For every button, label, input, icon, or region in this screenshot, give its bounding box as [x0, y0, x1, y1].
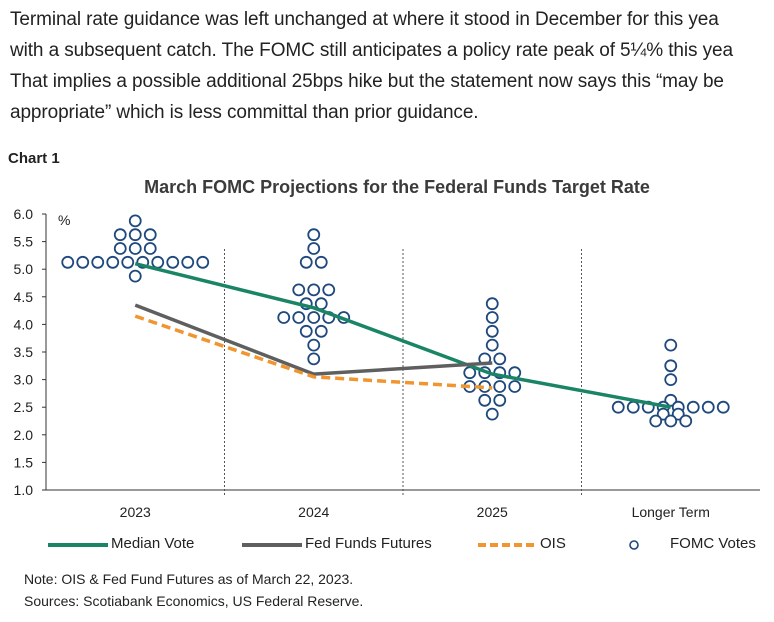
- fomc-vote-dot: [493, 380, 507, 393]
- fomc-vote-dot: [143, 228, 157, 242]
- legend-dot-icon: [629, 540, 639, 550]
- fomc-vote-dot: [686, 400, 700, 414]
- chart-sources: Sources: Scotiabank Economics, US Federa…: [24, 593, 364, 609]
- fomc-vote-dot: [128, 269, 142, 283]
- chart-note: Note: OIS & Fed Fund Futures as of March…: [24, 571, 354, 587]
- y-tick-label: 2.5: [14, 399, 34, 415]
- fomc-vote-dot: [664, 338, 678, 352]
- fomc-vote-dot: [121, 255, 135, 269]
- fomc-vote-dot: [611, 400, 625, 414]
- fomc-vote-dot: [143, 242, 157, 255]
- fomc-vote-dot: [61, 255, 75, 269]
- y-tick-label: 3.0: [14, 372, 34, 388]
- fomc-vote-dot: [664, 359, 678, 373]
- paragraph-line: Terminal rate guidance was left unchange…: [10, 9, 719, 30]
- fomc-vote-dot: [113, 228, 127, 242]
- fomc-vote-dot: [307, 338, 321, 352]
- fomc-vote-dot: [508, 380, 522, 393]
- fomc-vote-dot: [626, 400, 640, 414]
- x-tick-label: 2023: [120, 504, 151, 520]
- fomc-vote-dot: [299, 324, 313, 338]
- paragraph-line: with a subsequent catch. The FOMC still …: [10, 40, 733, 61]
- fomc-vote-dot: [679, 414, 693, 428]
- y-tick-label: 1.0: [14, 482, 34, 498]
- y-tick-label: 5.0: [14, 261, 34, 277]
- fomc-vote-dot: [196, 255, 210, 269]
- fomc-vote-dot: [493, 352, 507, 366]
- fomc-vote-dot: [307, 311, 321, 324]
- y-tick-label: 4.0: [14, 316, 34, 332]
- x-tick-label: 2025: [477, 504, 508, 520]
- fomc-vote-dot: [701, 400, 715, 414]
- fomc-vote-dot: [292, 283, 306, 297]
- fomc-vote-dot: [314, 255, 328, 269]
- fomc-vote-dot: [292, 311, 306, 324]
- fomc-vote-dot: [664, 414, 678, 428]
- fomc-vote-dot: [493, 393, 507, 407]
- fomc-vote-dot: [322, 283, 336, 297]
- fomc-vote-dot: [485, 297, 499, 311]
- fomc-vote-dot: [649, 414, 663, 428]
- fomc-vote-dot: [485, 338, 499, 352]
- fomc-vote-dot: [485, 324, 499, 338]
- fomc-vote-dot: [151, 255, 165, 269]
- fomc-vote-dot: [307, 228, 321, 242]
- series-line-ois: [134, 314, 493, 390]
- fomc-vote-dot: [91, 255, 105, 269]
- fomc-vote-dot: [307, 242, 321, 255]
- fomc-vote-dot: [113, 242, 127, 255]
- fomc-vote-dot: [277, 311, 291, 324]
- y-tick-label: 4.5: [14, 289, 34, 305]
- fomc-vote-dot: [478, 393, 492, 407]
- y-tick-label: 1.5: [14, 454, 34, 470]
- fomc-vote-dot: [106, 255, 120, 269]
- legend-median-vote: Median Vote: [111, 535, 195, 552]
- chart-label: Chart 1: [8, 150, 60, 167]
- fomc-vote-dot: [166, 255, 180, 269]
- fomc-vote-dot: [485, 311, 499, 324]
- paragraph-line: That implies a possible additional 25bps…: [10, 71, 724, 92]
- legend-fomc-votes: FOMC Votes: [670, 535, 756, 552]
- paragraph-line: appropriate” which is less committal tha…: [10, 102, 479, 123]
- fomc-vote-dot: [307, 283, 321, 297]
- y-tick-label: 2.0: [14, 427, 34, 443]
- series-line-fed-funds-futures: [134, 303, 493, 376]
- fomc-vote-dot: [485, 407, 499, 421]
- y-tick-label: 6.0: [14, 206, 34, 222]
- fomc-vote-dot: [716, 400, 730, 414]
- y-axis-unit: %: [58, 212, 70, 228]
- fomc-vote-dot: [128, 214, 142, 228]
- legend-ois: OIS: [540, 535, 566, 552]
- fomc-vote-dot: [299, 255, 313, 269]
- fomc-vote-dot: [314, 324, 328, 338]
- fomc-vote-dot: [664, 373, 678, 387]
- commentary-paragraph: Terminal rate guidance was left unchange…: [10, 4, 774, 128]
- x-tick-label: Longer Term: [632, 504, 710, 520]
- chart-title: March FOMC Projections for the Federal F…: [144, 177, 650, 197]
- fomc-vote-dot: [128, 228, 142, 242]
- legend-fed-funds-futures: Fed Funds Futures: [305, 535, 432, 552]
- series-line-median-vote: [134, 261, 672, 409]
- x-tick-label: 2024: [298, 504, 329, 520]
- fomc-vote-dot: [128, 242, 142, 255]
- y-tick-label: 3.5: [14, 344, 34, 360]
- fomc-vote-dot: [181, 255, 195, 269]
- fomc-vote-dot: [307, 352, 321, 366]
- fomc-vote-dot: [76, 255, 90, 269]
- y-tick-label: 5.5: [14, 234, 34, 250]
